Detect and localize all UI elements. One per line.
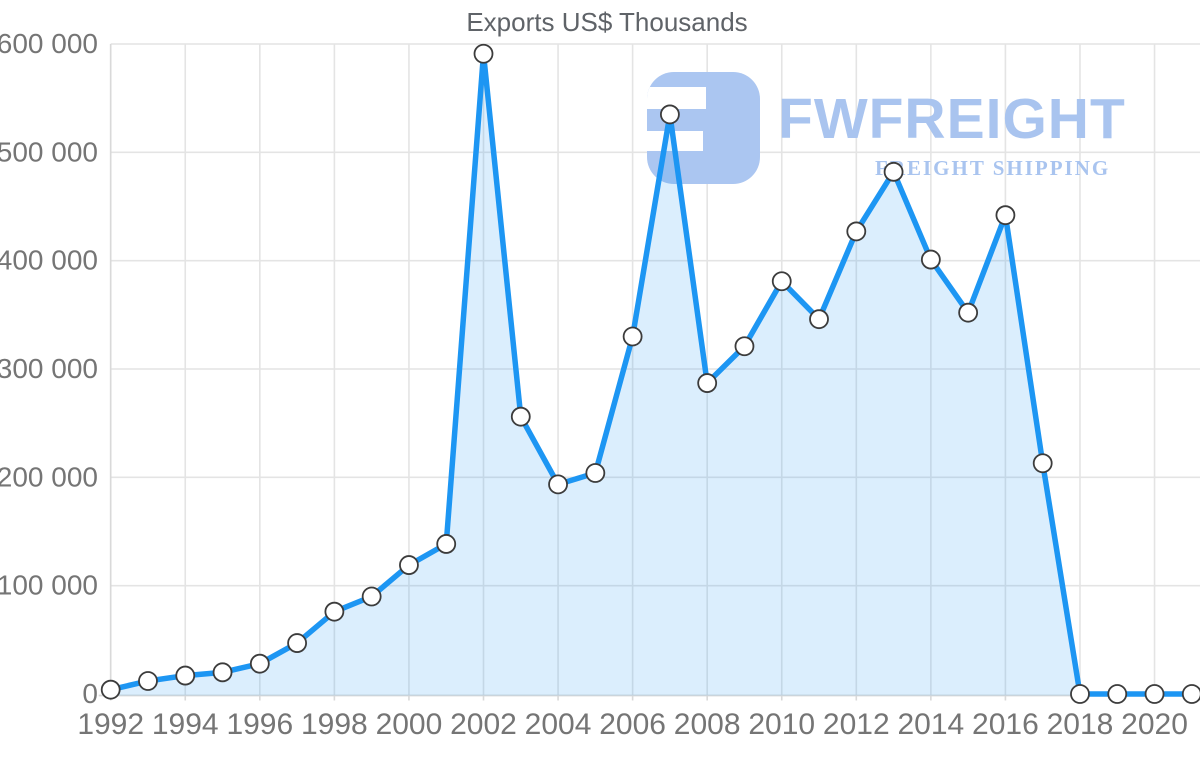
y-axis-tick-label: 600 000	[0, 28, 98, 59]
y-axis-tick-label: 100 000	[0, 570, 98, 601]
data-point-marker	[660, 104, 680, 125]
chart-title: Exports US$ Thousands	[466, 7, 748, 37]
y-axis-tick-label: 300 000	[0, 353, 98, 384]
x-axis-tick-label: 2012	[823, 708, 890, 741]
data-point-marker	[361, 586, 382, 607]
data-point-marker	[771, 271, 792, 292]
data-point-marker	[436, 534, 457, 554]
x-axis-tick-label: 2018	[1047, 708, 1114, 741]
x-axis-tick-label: 2010	[748, 708, 815, 741]
x-axis-tick-label: 2016	[972, 708, 1039, 741]
data-point-marker	[1032, 453, 1053, 474]
data-point-marker	[324, 601, 345, 622]
data-point-marker	[883, 161, 904, 182]
y-axis-tick-label: 400 000	[0, 245, 98, 276]
y-axis-tick-label: 500 000	[0, 136, 98, 167]
data-point-marker	[697, 373, 718, 393]
data-point-marker	[175, 665, 196, 686]
data-point-marker	[399, 555, 419, 575]
data-point-marker	[473, 43, 494, 64]
x-axis-tick-label: 2000	[376, 708, 443, 741]
x-axis-tick-label: 2002	[450, 708, 517, 741]
data-point-marker	[995, 205, 1016, 226]
data-point-marker	[287, 633, 308, 653]
y-axis-tick-label: 200 000	[0, 461, 98, 492]
data-point-marker	[1070, 684, 1090, 704]
series-area-fill	[110, 53, 1192, 696]
data-point-marker	[622, 326, 643, 347]
data-point-marker	[510, 406, 531, 427]
x-axis-tick-label: 1994	[152, 708, 219, 741]
data-point-marker	[734, 336, 755, 357]
logo-subtitle-text: FREIGHT SHIPPING	[875, 156, 1111, 180]
y-axis-tick-label: 0	[82, 678, 98, 709]
x-axis-tick-label: 2006	[599, 708, 666, 741]
data-point-marker	[1181, 684, 1200, 704]
x-axis-tick-label: 2004	[525, 708, 592, 741]
x-axis-tick-label: 1998	[301, 708, 368, 741]
x-axis-tick-label: 2008	[674, 708, 741, 741]
data-point-marker	[138, 671, 158, 691]
data-point-marker	[846, 221, 867, 242]
x-axis-tick-label: 1996	[226, 708, 293, 741]
data-point-marker	[920, 249, 941, 270]
data-point-marker	[548, 474, 568, 495]
data-point-marker	[249, 653, 270, 674]
data-point-marker	[100, 679, 121, 700]
data-point-marker	[212, 662, 233, 683]
data-point-marker	[1107, 684, 1128, 704]
data-point-marker	[809, 309, 829, 330]
x-axis-tick-label: 2020	[1121, 708, 1188, 741]
x-axis-tick-label: 1992	[77, 708, 144, 741]
data-point-marker	[1144, 684, 1165, 704]
data-point-marker	[958, 302, 979, 323]
logo-brand-text: FWFREIGHT	[778, 87, 1126, 151]
logo-icon-notch	[647, 87, 706, 109]
data-point-marker	[585, 463, 606, 483]
x-axis-tick-label: 2014	[897, 708, 964, 741]
